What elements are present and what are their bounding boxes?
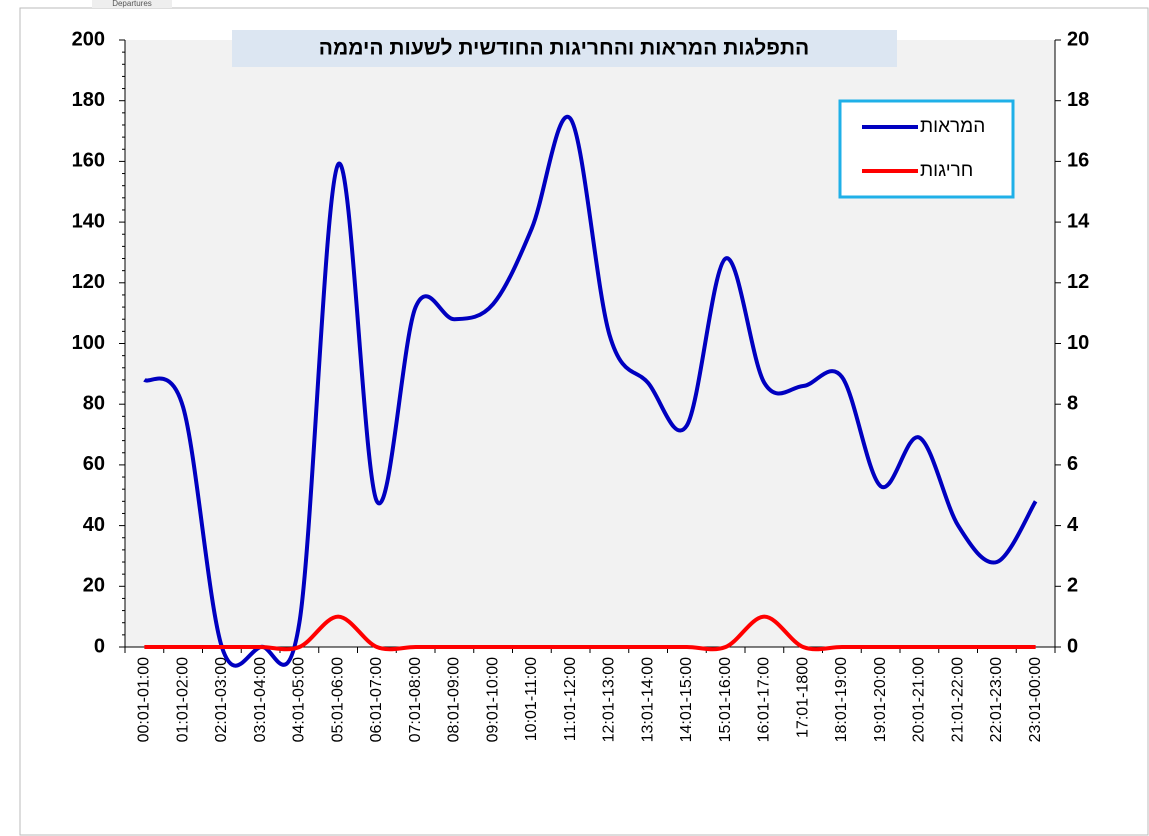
y2-tick-label: 8 <box>1067 392 1078 414</box>
y2-tick-label: 0 <box>1067 635 1078 657</box>
x-tick-label: 16:01-17:00 <box>756 657 773 743</box>
y-tick-label: 160 <box>72 150 105 172</box>
y2-tick-label: 14 <box>1067 210 1090 232</box>
x-tick-label: 09:01-10:00 <box>484 657 501 743</box>
y2-tick-label: 12 <box>1067 271 1089 293</box>
x-tick-label: 22:01-23:00 <box>988 657 1005 743</box>
y-tick-label: 60 <box>83 453 105 475</box>
y2-tick-label: 2 <box>1067 575 1078 597</box>
y2-tick-label: 4 <box>1067 514 1079 536</box>
y-tick-label: 120 <box>72 271 105 293</box>
x-tick-label: 03:01-04:00 <box>252 657 269 743</box>
x-tick-label: 13:01-14:00 <box>639 657 656 743</box>
y-tick-label: 20 <box>83 575 105 597</box>
y2-tick-label: 10 <box>1067 332 1089 354</box>
x-tick-label: 10:01-11:00 <box>523 657 540 741</box>
y2-tick-label: 20 <box>1067 28 1089 50</box>
x-tick-label: 15:01-16:00 <box>717 657 734 743</box>
legend <box>838 99 1015 199</box>
legend-label: המראות <box>920 116 985 137</box>
x-tick-label: 02:01-03:00 <box>213 657 230 743</box>
x-tick-label: 00:01-01:00 <box>136 657 153 743</box>
x-tick-label: 21:01-22:00 <box>949 657 966 743</box>
x-tick-label: 12:01-13:00 <box>601 657 618 743</box>
x-tick-label: 20:01-21:00 <box>911 657 928 743</box>
x-tick-label: 04:01-05:00 <box>291 657 308 743</box>
x-tick-label: 19:01-20:00 <box>872 657 889 743</box>
x-tick-label: 11:01-12:00 <box>562 657 579 741</box>
y-tick-label: 200 <box>72 28 105 50</box>
y2-tick-label: 18 <box>1067 89 1089 111</box>
x-tick-label: 05:01-06:00 <box>329 657 346 743</box>
y2-tick-label: 6 <box>1067 453 1078 475</box>
y-tick-label: 180 <box>72 89 105 111</box>
x-tick-label: 08:01-09:00 <box>446 657 463 743</box>
corner-tab <box>92 0 172 8</box>
chart-title: התפלגות המראות והחריגות החודשית לשעות הי… <box>319 37 809 60</box>
x-tick-label: 14:01-15:00 <box>678 657 695 743</box>
series-line <box>144 614 1036 652</box>
y2-tick-label: 16 <box>1067 150 1089 172</box>
title-box <box>232 30 897 67</box>
x-tick-label: 07:01-08:00 <box>407 657 424 743</box>
corner-label: Departures <box>112 0 152 8</box>
x-tick-label: 01:01-02:00 <box>174 657 191 743</box>
y-tick-label: 0 <box>94 635 105 657</box>
x-tick-label: 17:01-1800 <box>794 657 811 738</box>
y-tick-label: 140 <box>72 210 105 232</box>
series-line <box>143 114 1038 668</box>
x-tick-label: 18:01-19:00 <box>833 657 850 743</box>
y-tick-label: 40 <box>83 514 105 536</box>
legend-label: חריגות <box>920 160 973 181</box>
y-tick-label: 80 <box>83 392 105 414</box>
x-tick-label: 06:01-07:00 <box>368 657 385 743</box>
y-tick-label: 100 <box>72 332 105 354</box>
x-tick-label: 23:01-00:00 <box>1027 657 1044 743</box>
